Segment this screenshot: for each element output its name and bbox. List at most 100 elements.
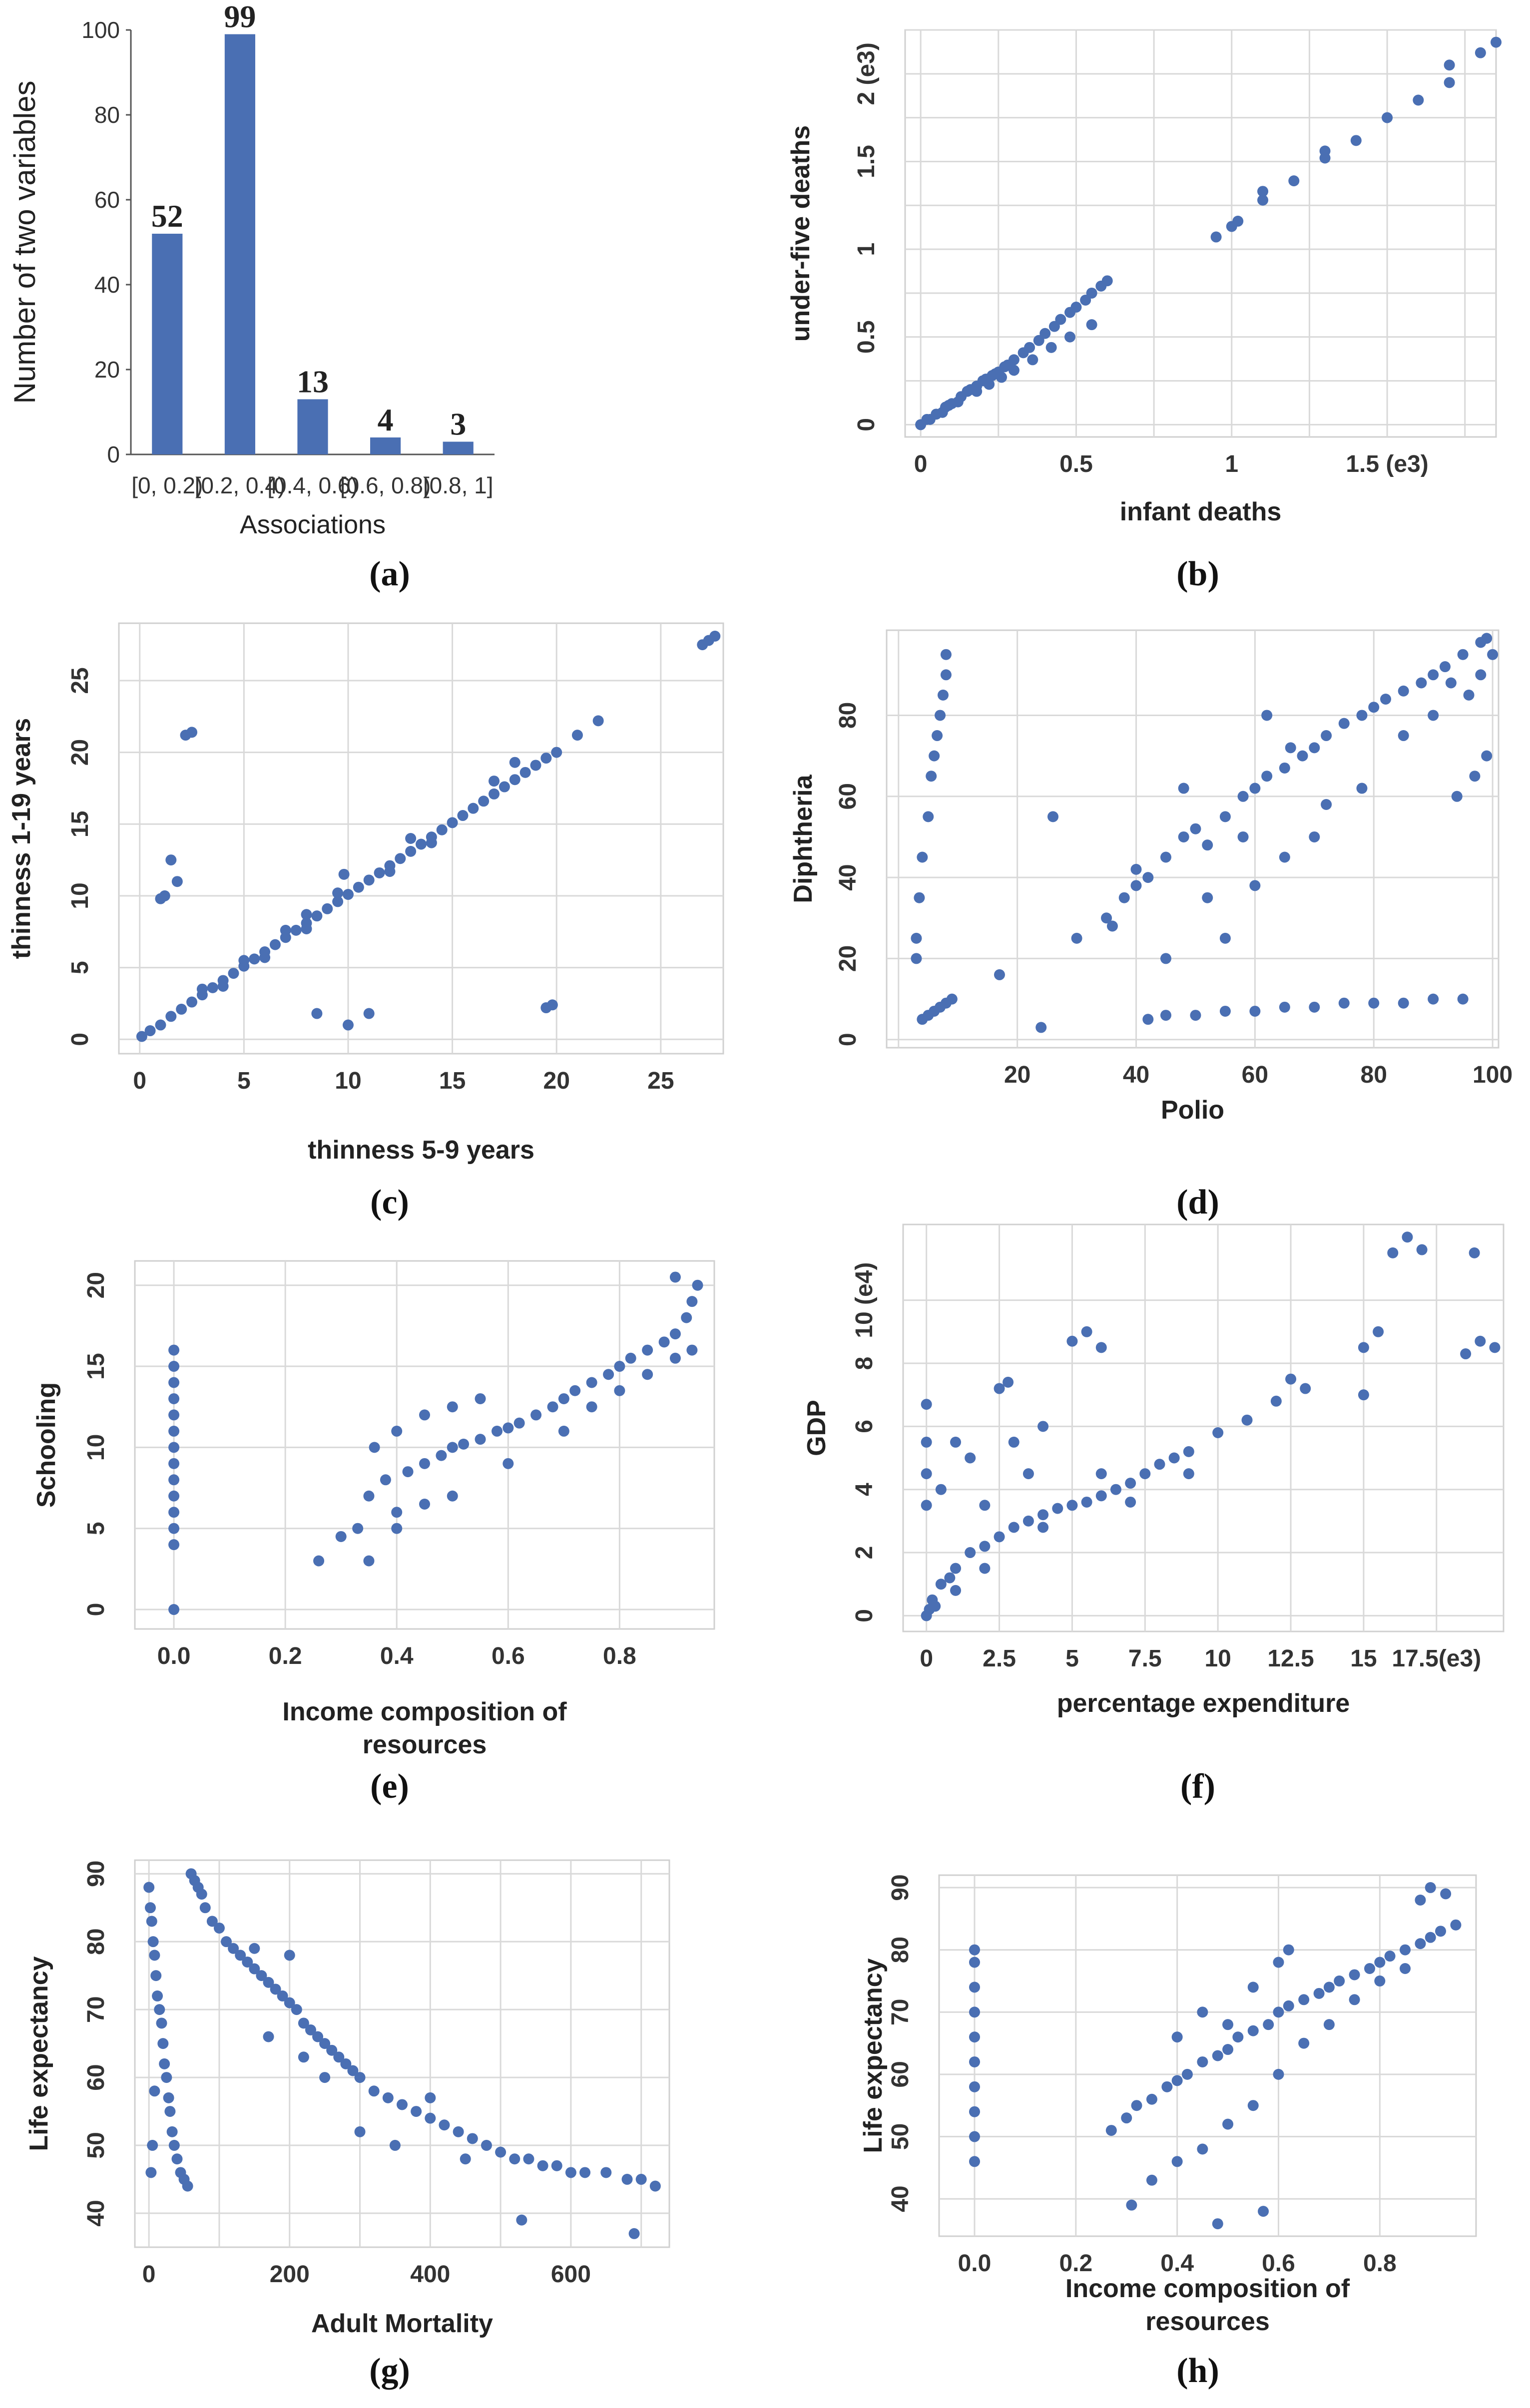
plot-frame [938, 1874, 1477, 2237]
y-tick-label: 90 [83, 1860, 109, 1887]
data-point [1457, 993, 1469, 1005]
data-point [332, 896, 344, 907]
bar-value-label: 13 [297, 364, 329, 400]
y-tick-label: 20 [67, 739, 93, 766]
data-point [1106, 920, 1118, 932]
chart-h: 0.0 0.2 0.4 0.6 0.8 40 50 60 70 80 90 Income compos… [859, 1874, 1477, 2390]
y-axis-label: under-five deaths [786, 125, 815, 342]
x-tick-label: 0.8 [603, 1643, 636, 1669]
data-point [669, 1328, 681, 1340]
data-point [478, 796, 490, 807]
data-point [600, 2167, 612, 2178]
data-point [979, 1541, 991, 1552]
data-point [1475, 1335, 1486, 1347]
data-point [1416, 1244, 1428, 1255]
x-tick-label: 40 [1123, 1062, 1149, 1088]
data-point [161, 2072, 172, 2083]
data-point [571, 730, 583, 741]
data-point [298, 2017, 309, 2029]
data-point [540, 753, 552, 764]
data-point [930, 1601, 941, 1612]
data-point [1139, 1468, 1151, 1480]
data-point [649, 2180, 661, 2192]
data-point [569, 1385, 581, 1396]
x-tick-label: [0, 0.2) [131, 472, 203, 498]
y-tick-label: 5 [83, 1522, 109, 1535]
data-point [269, 939, 281, 950]
y-tick-label: 20 [94, 357, 120, 383]
data-point [168, 1442, 180, 1453]
chart-a: 0 20 40 60 80 100 52 [0, 0.2) 99 [0.2, 0.4) 13 [0.4… [8, 0, 495, 593]
data-point [969, 2081, 980, 2092]
data-point [547, 1401, 558, 1413]
data-point [475, 1393, 486, 1404]
data-point [411, 2106, 422, 2117]
y-axis-label: GDP [802, 1400, 831, 1456]
data-point [249, 1943, 260, 1954]
y-tick-label: 1 [853, 243, 880, 256]
data-point [489, 776, 500, 787]
data-point [326, 2044, 338, 2056]
bar-value-label: 4 [378, 402, 394, 437]
data-point [228, 968, 239, 979]
data-point [1313, 1988, 1325, 1999]
data-point [238, 955, 250, 966]
data-point [1081, 1496, 1092, 1508]
data-point [1190, 1010, 1201, 1021]
y-tick-label: 15 [67, 811, 93, 837]
data-point [911, 932, 922, 944]
data-point [1037, 1522, 1049, 1533]
data-point [1374, 1957, 1386, 1968]
data-point [338, 868, 350, 880]
data-point [1309, 1001, 1320, 1013]
data-point [492, 1425, 503, 1437]
data-point [509, 757, 520, 768]
data-point [206, 1916, 218, 1927]
data-point [1398, 730, 1409, 742]
panel-caption: (e) [370, 1767, 409, 1806]
data-point [468, 803, 479, 814]
y-tick-label: 20 [83, 1272, 109, 1298]
data-point [168, 2140, 180, 2151]
data-point [1178, 831, 1189, 842]
data-point [1008, 354, 1020, 366]
panel-caption: (c) [370, 1183, 409, 1221]
data-point [969, 2007, 980, 2018]
data-point [1400, 1944, 1411, 1956]
data-point [1095, 1342, 1107, 1353]
x-axis-label: Income composition of [1065, 2274, 1350, 2303]
data-point [1101, 912, 1112, 924]
data-point [163, 2092, 174, 2103]
data-point [1024, 342, 1035, 353]
data-point [1279, 762, 1290, 774]
y-axis-label: Life expectancy [859, 1958, 888, 2153]
data-point [340, 2058, 352, 2069]
data-point [1469, 771, 1481, 782]
data-point [1398, 685, 1409, 697]
x-axis-label: infant deaths [1120, 497, 1282, 526]
data-point [291, 2004, 302, 2015]
data-point [1183, 1468, 1194, 1480]
data-point [1105, 2125, 1117, 2136]
data-point [458, 1438, 470, 1450]
data-point [994, 969, 1005, 980]
data-point [1222, 2019, 1234, 2030]
data-point [391, 1425, 403, 1437]
data-point [395, 853, 406, 864]
data-point [965, 384, 976, 396]
data-point [1171, 2031, 1183, 2043]
data-point [921, 1436, 932, 1448]
data-point [950, 1436, 962, 1448]
y-tick-label: 50 [83, 2132, 109, 2158]
y-tick-label: 50 [887, 2123, 914, 2150]
data-point [168, 1409, 180, 1421]
y-tick-label: 20 [835, 945, 861, 972]
data-point [242, 1956, 253, 1968]
data-point [1428, 710, 1439, 721]
x-tick-label: 0.6 [492, 1643, 525, 1669]
data-point [558, 1393, 569, 1404]
x-tick-label: 400 [410, 2261, 450, 2288]
data-point [145, 2167, 157, 2178]
x-tick-label: 0 [914, 451, 928, 477]
data-point [284, 1950, 295, 1961]
